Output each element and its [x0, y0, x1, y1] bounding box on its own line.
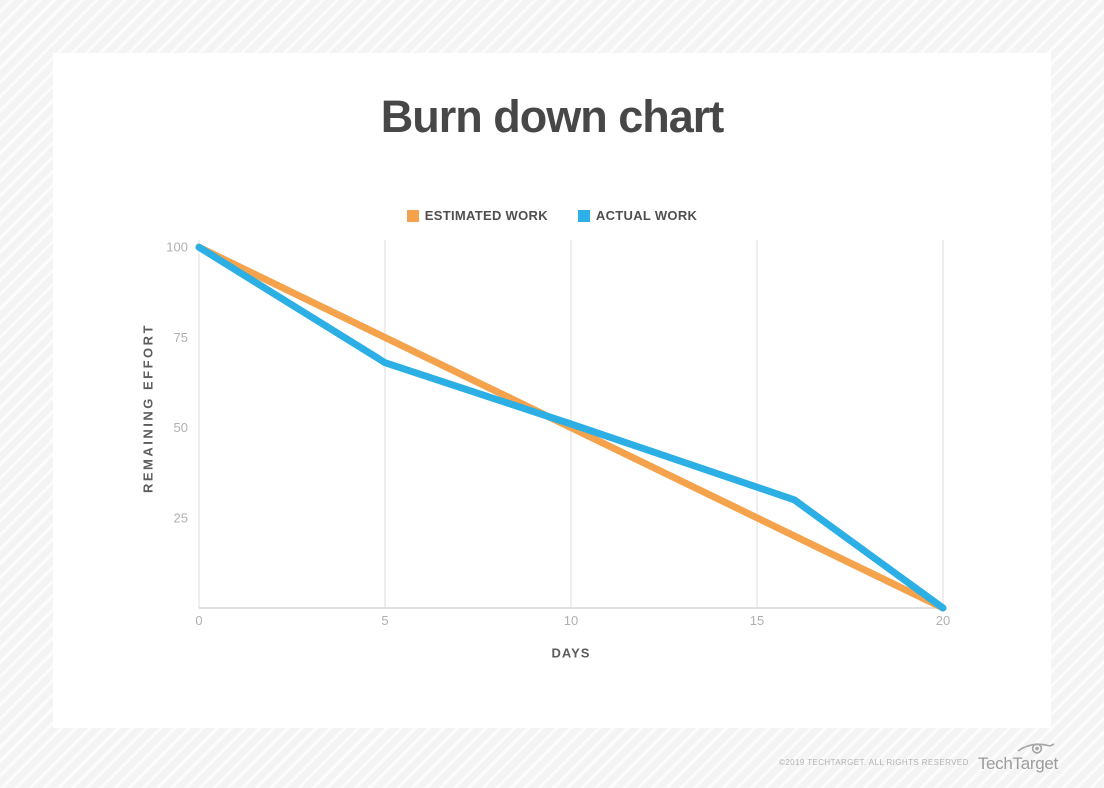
legend-item-actual: ACTUAL WORK [577, 208, 698, 223]
eye-icon [1017, 743, 1055, 754]
chart-title: Burn down chart [380, 91, 725, 142]
chart-card: Burn down chart ESTIMATED WORK ACTUAL WO… [53, 53, 1051, 728]
actual-work-line [195, 243, 947, 612]
legend-item-estimated: ESTIMATED WORK [406, 208, 548, 223]
y-tick-label: 50 [174, 420, 188, 435]
legend: ESTIMATED WORK ACTUAL WORK [53, 208, 1051, 223]
copyright-text: ©2019 TECHTARGET. ALL RIGHTS RESERVED [779, 758, 969, 767]
x-tick-label: 20 [936, 613, 950, 628]
x-tick-label: 0 [195, 613, 202, 628]
x-tick-label: 5 [381, 613, 388, 628]
footer: ©2019 TECHTARGET. ALL RIGHTS RESERVED Te… [779, 741, 1058, 772]
x-tick-label: 10 [564, 613, 578, 628]
estimated-work-swatch-icon [406, 209, 419, 222]
legend-label-estimated: ESTIMATED WORK [424, 208, 548, 223]
x-tick-label: 15 [750, 613, 764, 628]
y-tick-label: 100 [166, 240, 188, 255]
brand-text: TechTarget [977, 754, 1058, 773]
techtarget-logo: TechTarget [978, 741, 1058, 772]
y-tick-label: 75 [174, 330, 188, 345]
x-axis-title: DAYS [551, 645, 591, 661]
actual-work-swatch-icon [577, 209, 590, 222]
y-tick-label: 25 [174, 510, 188, 525]
line-chart-plot: 25 50 75 100 0 5 10 15 20 [166, 240, 950, 628]
legend-label-actual: ACTUAL WORK [595, 208, 698, 223]
y-axis-title: REMAINING EFFORT [140, 323, 156, 493]
